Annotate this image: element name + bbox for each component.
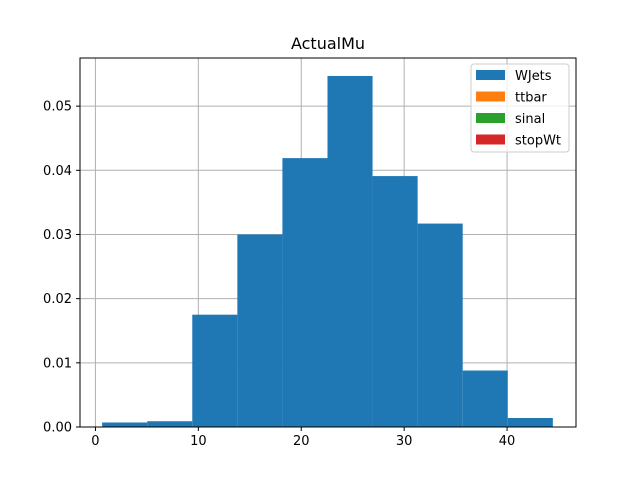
y-tick-label: 0.02 [43, 292, 72, 307]
histogram-bar [237, 234, 283, 427]
legend-swatch [476, 70, 505, 80]
legend-swatch [476, 134, 505, 145]
legend-label: stopWt [515, 134, 561, 149]
x-tick-label: 10 [190, 434, 207, 449]
x-tick-label: 0 [91, 434, 99, 449]
legend-label: ttbar [515, 91, 547, 106]
y-tick-label: 0.00 [43, 421, 72, 436]
legend: WJets ttbar sinal stopWt [470, 63, 570, 153]
bars [102, 75, 553, 428]
histogram-bar [327, 75, 373, 428]
histogram-bar [372, 176, 418, 427]
legend-box [470, 63, 570, 153]
y-tick-label: 0.01 [43, 356, 72, 371]
histogram-bar [192, 314, 238, 427]
histogram-bar [147, 421, 193, 427]
histogram-bar [462, 370, 508, 427]
chart-title: ActualMu [291, 34, 365, 53]
histogram-bar [507, 418, 553, 427]
x-axis: 0 10 20 30 40 [91, 427, 515, 449]
legend-swatch [476, 113, 505, 123]
histogram-bar [282, 158, 328, 427]
histogram-bar [417, 223, 463, 427]
legend-label: sinal [515, 112, 545, 127]
x-tick-label: 40 [499, 434, 516, 449]
legend-label: WJets [515, 69, 552, 84]
histogram-bar [102, 422, 148, 427]
y-tick-label: 0.05 [43, 100, 72, 115]
axes-frame [79, 57, 577, 428]
y-tick-label: 0.04 [43, 164, 72, 179]
y-tick-label: 0.03 [43, 228, 72, 243]
y-axis: 0.00 0.01 0.02 0.03 0.04 0.05 [43, 100, 80, 436]
x-tick-label: 30 [396, 434, 413, 449]
x-tick-label: 20 [293, 434, 310, 449]
legend-swatch [476, 91, 505, 102]
